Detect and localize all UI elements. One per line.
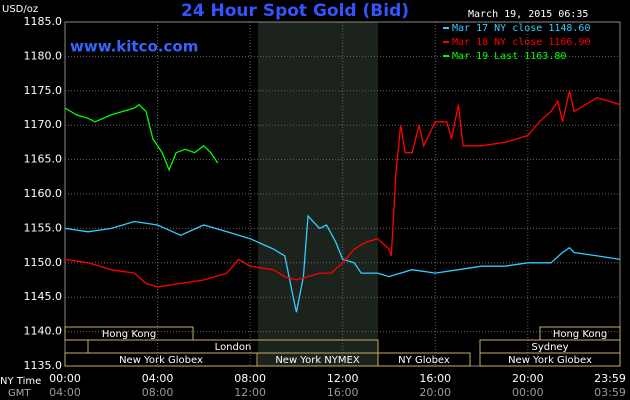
session-label: New York NYMEX bbox=[275, 355, 360, 366]
x2-tick-label: 20:00 bbox=[419, 386, 451, 399]
y-tick-label: 1140.0 bbox=[24, 325, 63, 338]
legend-label: Mar 17 NY close 1148.60 bbox=[452, 23, 590, 34]
legend-label: Mar 19 Last 1163.80 bbox=[452, 51, 566, 62]
y-tick-label: 1150.0 bbox=[24, 256, 63, 269]
y-tick-label: 1155.0 bbox=[24, 221, 63, 234]
watermark: www.kitco.com bbox=[70, 38, 198, 56]
y-tick-label: 1145.0 bbox=[24, 290, 63, 303]
chart-title: 24 Hour Spot Gold (Bid) bbox=[181, 1, 409, 21]
x2-tick-label: 00:00 bbox=[512, 386, 544, 399]
session-box bbox=[539, 326, 621, 341]
y-tick-label: 1185.0 bbox=[24, 15, 63, 28]
x-tick-label: 20:00 bbox=[512, 372, 544, 385]
x-tick-label: 23:59 bbox=[594, 372, 626, 385]
x2-tick-label: 16:00 bbox=[327, 386, 359, 399]
session-label: London bbox=[215, 342, 252, 353]
x-tick-label: 04:00 bbox=[142, 372, 174, 385]
y-tick-label: 1180.0 bbox=[24, 49, 63, 62]
x-tick-label: 16:00 bbox=[419, 372, 451, 385]
x-axis-label: NY Time bbox=[0, 376, 41, 387]
x-tick-label: 08:00 bbox=[234, 372, 266, 385]
x2-tick-label: 08:00 bbox=[142, 386, 174, 399]
x-tick-label: 00:00 bbox=[49, 372, 81, 385]
session-label: Sydney bbox=[531, 342, 568, 353]
session-label: Hong Kong bbox=[102, 329, 156, 340]
x2-tick-label: 12:00 bbox=[234, 386, 266, 399]
session-box bbox=[377, 352, 471, 367]
session-label: New York Globex bbox=[508, 355, 592, 366]
session-label: NY Globex bbox=[398, 355, 450, 366]
series-line bbox=[64, 90, 621, 288]
y-axis-label: USD/oz bbox=[2, 4, 38, 15]
y-tick-label: 1170.0 bbox=[24, 118, 63, 131]
x2-tick-label: 04:00 bbox=[49, 386, 81, 399]
x-tick-label: 12:00 bbox=[327, 372, 359, 385]
y-tick-label: 1160.0 bbox=[24, 187, 63, 200]
y-tick-label: 1175.0 bbox=[24, 84, 63, 97]
series-line bbox=[64, 103, 219, 172]
session-label: Hong Kong bbox=[553, 329, 607, 340]
y-tick-label: 1165.0 bbox=[24, 153, 63, 166]
legend-label: Mar 18 NY close 1166.90 bbox=[452, 37, 590, 48]
x2-tick-label: 03:59 bbox=[594, 386, 626, 399]
x2-axis-label: GMT bbox=[8, 388, 31, 399]
session-box bbox=[479, 352, 621, 367]
y-tick-label: 1135.0 bbox=[24, 359, 63, 372]
series-line bbox=[64, 214, 621, 313]
timestamp: March 19, 2015 06:35 bbox=[468, 9, 588, 20]
session-label: New York Globex bbox=[119, 355, 203, 366]
